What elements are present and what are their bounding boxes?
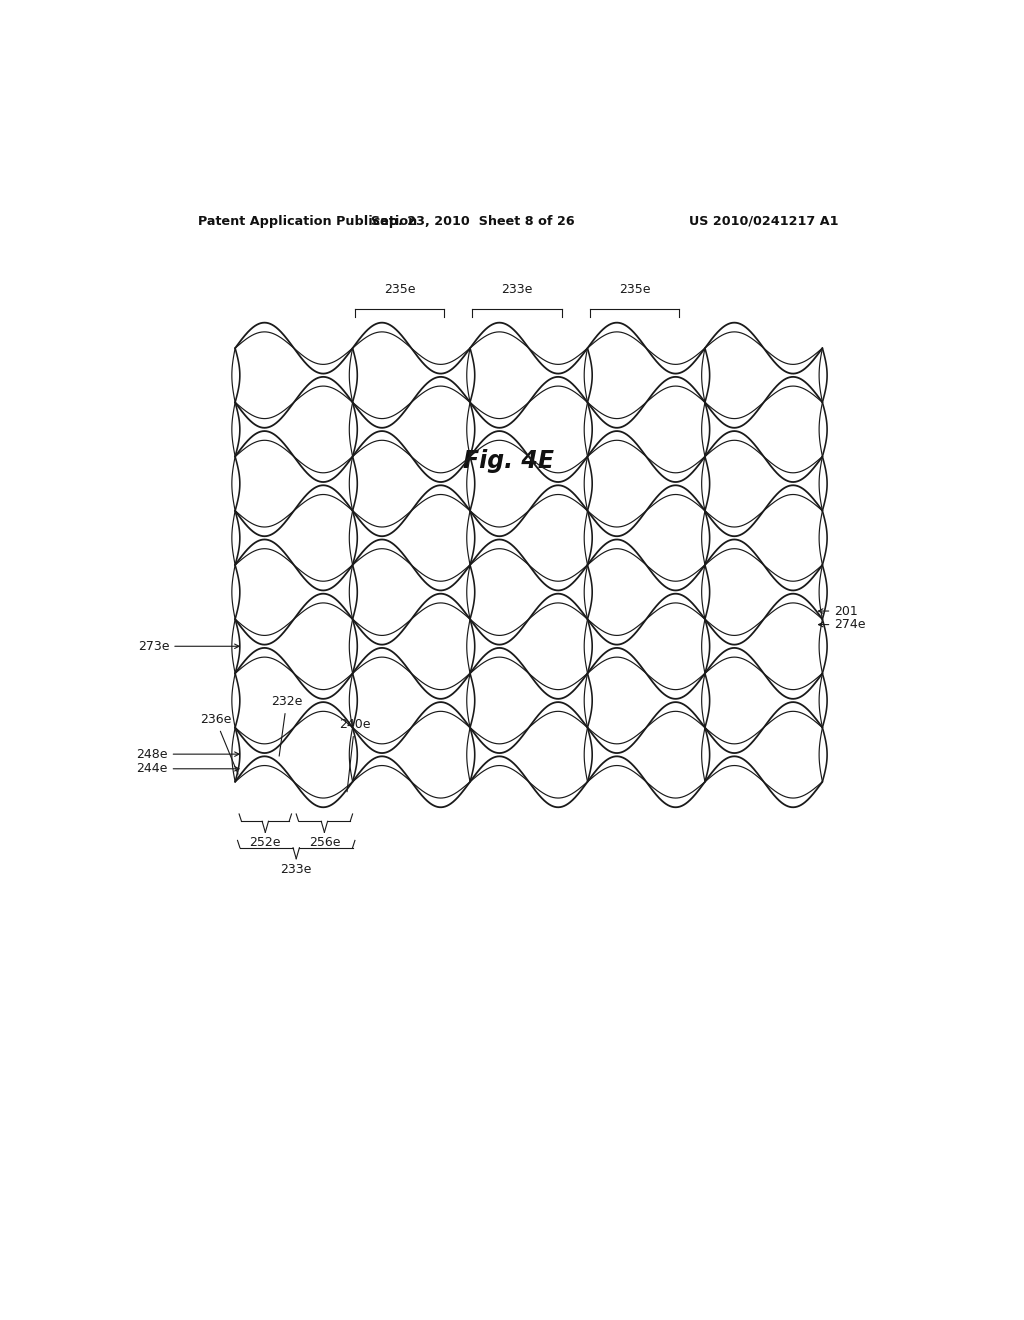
Text: 273e: 273e	[138, 640, 239, 653]
Text: 240e: 240e	[339, 718, 371, 792]
Text: US 2010/0241217 A1: US 2010/0241217 A1	[689, 215, 839, 228]
Text: 256e: 256e	[308, 837, 340, 849]
Text: 233e: 233e	[502, 282, 532, 296]
Text: Sep. 23, 2010  Sheet 8 of 26: Sep. 23, 2010 Sheet 8 of 26	[372, 215, 575, 228]
Text: Patent Application Publication: Patent Application Publication	[198, 215, 417, 228]
Text: 244e: 244e	[136, 762, 239, 775]
Text: 235e: 235e	[618, 282, 650, 296]
Text: 248e: 248e	[136, 747, 239, 760]
Text: 236e: 236e	[200, 713, 238, 774]
Text: 232e: 232e	[271, 696, 302, 756]
Text: 235e: 235e	[384, 282, 416, 296]
Text: 252e: 252e	[250, 837, 281, 849]
Text: 274e: 274e	[818, 618, 866, 631]
Text: 233e: 233e	[281, 863, 312, 875]
Text: 201: 201	[818, 605, 858, 618]
Text: Fig. 4E: Fig. 4E	[464, 450, 554, 474]
